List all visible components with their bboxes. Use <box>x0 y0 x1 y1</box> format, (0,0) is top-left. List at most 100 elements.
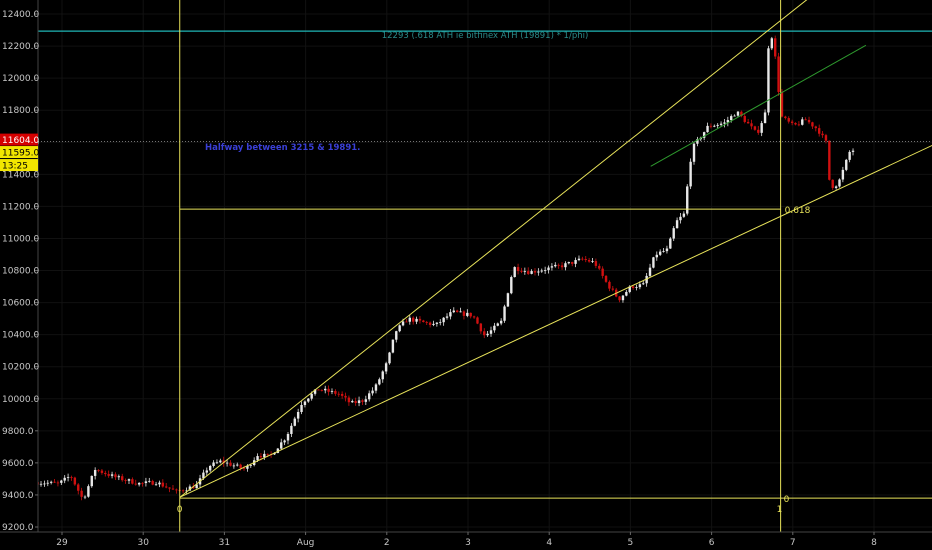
candle-body <box>706 125 709 133</box>
candle-body <box>442 317 445 323</box>
candle-body <box>479 323 483 332</box>
candle-body <box>87 486 90 497</box>
candle-body <box>104 472 107 475</box>
candle-body <box>790 121 794 123</box>
mark-price-text: 11595.0 <box>2 149 39 159</box>
candle-body <box>817 128 821 134</box>
candle-body <box>564 263 567 268</box>
candle-body <box>638 284 642 288</box>
candle-body <box>851 150 855 152</box>
candle-body <box>466 312 469 316</box>
candle-body <box>181 490 185 492</box>
ath-level-label: 12293 (.618 ATH ie bitfinex ATH (19891) … <box>382 31 589 41</box>
candle-body <box>774 38 777 57</box>
time-axis-bg <box>0 532 932 550</box>
price-tick-label: 11800.0 <box>2 106 39 116</box>
candle-body <box>428 322 432 325</box>
candle-body <box>499 320 503 324</box>
price-tick-label: 10800.0 <box>2 267 39 277</box>
candle-body <box>49 481 53 483</box>
candle-body <box>405 321 408 323</box>
time-axis[interactable]: 29 30 31 Aug 2 3 4 5 6 7 8 <box>0 531 932 550</box>
candle-body <box>154 484 158 486</box>
candle-body <box>202 472 205 479</box>
candle-body <box>43 483 46 485</box>
candle-body <box>824 135 828 141</box>
candle-body <box>310 393 313 399</box>
candle-body <box>97 469 100 471</box>
candle-body <box>696 139 699 144</box>
price-tick-label: 9800.0 <box>2 427 34 437</box>
price-tick-label: 10400.0 <box>2 331 39 341</box>
candle-body <box>642 283 645 285</box>
candle-body <box>46 482 49 484</box>
candle-body <box>80 490 83 497</box>
candle-body <box>618 296 621 301</box>
candle-body <box>378 379 381 385</box>
candle-body <box>158 482 161 485</box>
candle-body <box>780 91 784 117</box>
price-tick-label: 12400.0 <box>2 10 39 20</box>
candle-body <box>313 389 317 394</box>
candle-body <box>144 481 148 484</box>
candle-body <box>266 453 269 455</box>
candle-body <box>621 295 625 301</box>
candle-body <box>283 440 286 443</box>
halfway-label: Halfway between 3215 & 19891. <box>205 143 360 153</box>
candle-body <box>225 462 229 464</box>
candle-body <box>351 401 354 403</box>
candle-body <box>175 489 178 491</box>
candle-body <box>560 265 564 268</box>
candle-body <box>435 322 439 324</box>
candle-body <box>242 467 246 469</box>
candle-body <box>598 265 601 269</box>
candle-body <box>110 474 114 476</box>
price-tick-label: 12000.0 <box>2 74 39 84</box>
candle-body <box>483 331 486 336</box>
candle-body <box>60 480 63 483</box>
candle-body <box>527 271 530 274</box>
candle-body <box>730 116 733 121</box>
candle-body <box>655 254 658 258</box>
candle-body <box>280 442 283 449</box>
candle-body <box>635 287 638 288</box>
candle-body <box>320 389 324 391</box>
candle-body <box>530 271 533 274</box>
price-axis[interactable]: 12400.012200.012000.011800.011600.011400… <box>0 0 39 550</box>
candle-body <box>455 310 459 312</box>
candle-body <box>330 390 334 392</box>
candle-body <box>516 267 520 271</box>
candle-body <box>581 258 584 260</box>
candle-body <box>594 261 598 266</box>
grid-lines <box>38 0 932 532</box>
candle-body <box>307 398 310 402</box>
candle-body <box>347 397 351 403</box>
candle-body <box>845 159 848 170</box>
last-price-tag <box>0 133 38 146</box>
candle-body <box>212 462 215 467</box>
candle-body <box>425 322 428 323</box>
candle-body <box>357 400 361 404</box>
candle-body <box>107 474 110 476</box>
candle-body <box>476 317 479 324</box>
candle-body <box>259 456 263 458</box>
candle-body <box>296 411 300 419</box>
time-tick-label: 8 <box>871 538 877 548</box>
candle-body <box>411 317 415 322</box>
fib-1-label: 1 <box>777 505 783 515</box>
candle-body <box>648 267 652 276</box>
candle-body <box>276 448 280 453</box>
candle-body <box>290 425 293 434</box>
candle-body <box>462 311 466 316</box>
candle-body <box>364 399 368 402</box>
candle-body <box>520 270 523 272</box>
candle-body <box>131 479 134 484</box>
price-tick-label: 9400.0 <box>2 491 34 501</box>
candle-body <box>675 220 679 229</box>
candle-body <box>547 267 550 271</box>
candle-body <box>53 481 56 483</box>
countdown-tag <box>0 159 38 172</box>
candle-body <box>591 261 594 262</box>
candle-body <box>344 395 347 398</box>
